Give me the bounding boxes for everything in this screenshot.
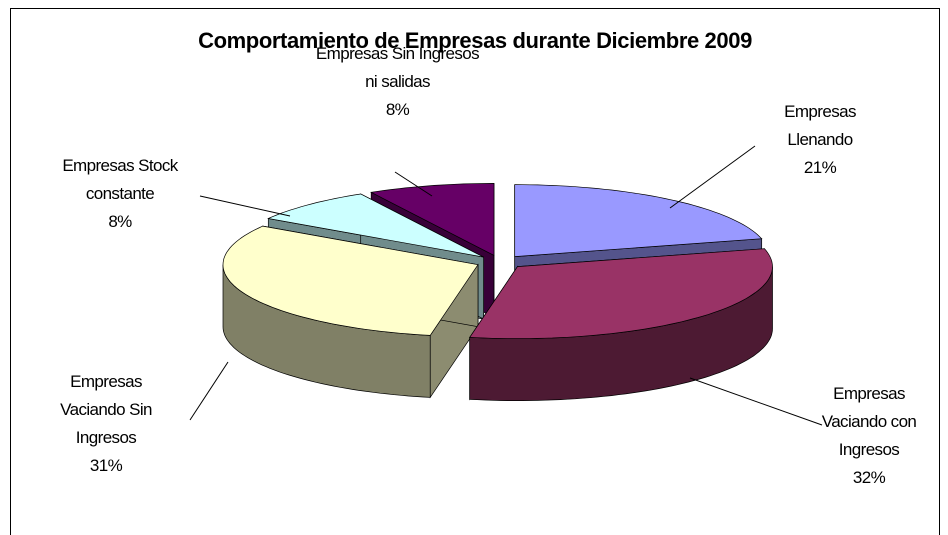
slice-top xyxy=(267,193,484,258)
slice-top xyxy=(469,248,773,339)
category-label: Empresas Stock constante xyxy=(62,156,178,203)
chart-title: Comportamiento de Empresas durante Dicie… xyxy=(198,28,752,53)
leader-line xyxy=(689,377,823,426)
data-label: Empresas Sin Ingresos ni salidas 8% xyxy=(310,40,485,124)
value-label: 21% xyxy=(803,158,837,177)
leader-line xyxy=(189,361,229,421)
slice-top xyxy=(222,225,479,336)
leader-line xyxy=(669,145,756,209)
slice xyxy=(222,225,479,399)
slice xyxy=(469,248,773,401)
value-label: 31% xyxy=(89,456,123,475)
category-label: Empresas Sin Ingresos ni salidas xyxy=(315,44,480,91)
data-label: Empresas Llenando 21% xyxy=(770,98,870,182)
slice-top xyxy=(514,184,763,257)
slice-top xyxy=(370,183,495,256)
category-label: Empresas Llenando xyxy=(784,102,856,149)
value-label: 8% xyxy=(385,100,410,119)
category-label: Empresas Vaciando Sin Ingresos xyxy=(60,372,152,447)
data-label: Empresas Vaciando con Ingresos 32% xyxy=(810,380,928,492)
value-label: 32% xyxy=(852,468,886,487)
data-label: Empresas Vaciando Sin Ingresos 31% xyxy=(50,368,162,480)
category-label: Empresas Vaciando con Ingresos xyxy=(821,384,917,459)
leader-line xyxy=(199,195,291,217)
value-label: 8% xyxy=(108,212,132,231)
data-label: Empresas Stock constante 8% xyxy=(45,152,195,236)
leader-line xyxy=(394,171,433,197)
